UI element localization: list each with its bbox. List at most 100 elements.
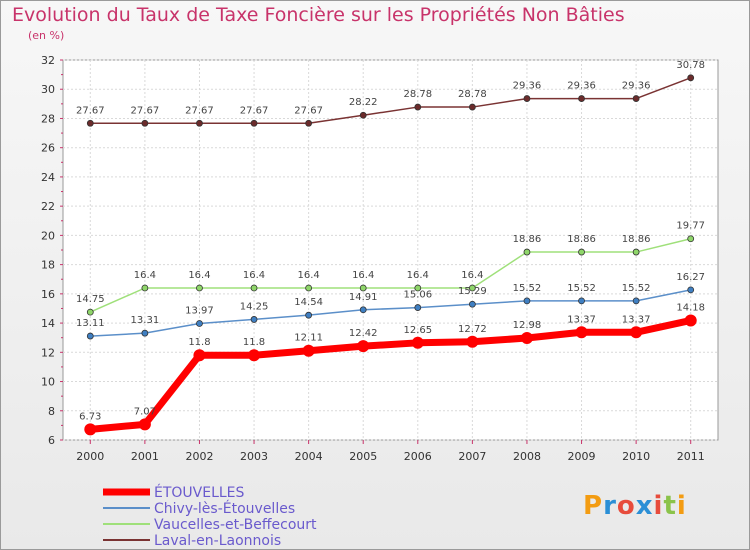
- data-label: 15.52: [513, 283, 542, 294]
- data-label: 11.8: [188, 337, 210, 348]
- data-label: 14.54: [294, 297, 323, 308]
- y-tick-label: 12: [41, 346, 55, 359]
- data-point: [359, 284, 367, 292]
- y-tick-label: 14: [41, 317, 55, 330]
- data-label: 11.8: [243, 337, 265, 348]
- data-point: [193, 349, 206, 362]
- data-label: 27.67: [131, 105, 160, 116]
- x-tick-label: 2002: [185, 450, 213, 463]
- data-point: [687, 74, 695, 82]
- data-label: 15.06: [403, 290, 432, 301]
- data-label: 16.27: [676, 272, 705, 283]
- y-tick-label: 28: [41, 112, 55, 125]
- y-tick-label: 24: [41, 171, 55, 184]
- data-label: 14.25: [240, 301, 269, 312]
- data-point: [414, 103, 422, 111]
- data-label: 16.4: [352, 270, 374, 281]
- series-line: [89, 289, 692, 337]
- x-tick-label: 2006: [404, 450, 432, 463]
- y-tick-label: 6: [48, 434, 55, 447]
- data-label: 16.4: [134, 270, 156, 281]
- data-label: 29.36: [622, 81, 651, 92]
- data-point: [138, 418, 151, 431]
- y-tick-label: 16: [41, 288, 55, 301]
- data-point: [578, 297, 585, 305]
- legend: ÉTOUVELLESChivy-lès-ÉtouvellesVaucelles-…: [103, 484, 317, 549]
- data-point: [575, 326, 588, 339]
- axes: 6 8 10 12 14 16 18 20 22 24 26 28 30 32 2000 2001 2002 20…: [41, 54, 705, 463]
- legend-label: Laval-en-Laonnois: [154, 533, 281, 549]
- data-label: 12.72: [458, 324, 487, 335]
- logo-letter: i: [653, 491, 664, 521]
- data-label: 15.29: [458, 286, 487, 297]
- y-tick-label: 32: [41, 54, 55, 67]
- data-point: [466, 335, 479, 348]
- data-label: 13.97: [185, 306, 214, 317]
- series-layer: [84, 74, 697, 436]
- data-point: [84, 423, 97, 436]
- data-label: 28.22: [349, 97, 378, 108]
- data-point: [86, 308, 94, 316]
- data-label: 16.4: [243, 270, 265, 281]
- data-point: [141, 284, 149, 292]
- logo-letter: t: [663, 491, 677, 521]
- data-point: [578, 248, 585, 256]
- y-tick-label: 20: [41, 229, 55, 242]
- data-point: [468, 300, 476, 308]
- data-point: [250, 284, 258, 292]
- data-label: 15.52: [567, 283, 596, 294]
- data-label: 27.67: [185, 105, 214, 116]
- data-label: 13.31: [131, 315, 160, 326]
- data-label: 12.65: [403, 325, 432, 336]
- data-point: [141, 329, 149, 337]
- data-label: 16.4: [407, 270, 429, 281]
- series-line: [86, 316, 695, 433]
- x-tick-label: 2010: [622, 450, 650, 463]
- data-point: [86, 332, 94, 340]
- data-label: 27.67: [76, 105, 105, 116]
- data-label: 12.11: [294, 333, 323, 344]
- data-point: [632, 248, 640, 256]
- y-tick-label: 30: [41, 83, 55, 96]
- data-label: 27.67: [240, 105, 269, 116]
- data-label: 19.77: [676, 221, 705, 232]
- data-point: [141, 119, 149, 127]
- data-point: [578, 95, 585, 102]
- y-tick-label: 18: [41, 259, 55, 272]
- data-label: 13.37: [622, 314, 651, 325]
- data-point: [523, 297, 531, 305]
- legend-label: Chivy-lès-Étouvelles: [154, 500, 295, 517]
- y-tick-label: 26: [41, 142, 55, 155]
- x-tick-label: 2003: [240, 450, 268, 463]
- data-label: 7.07: [134, 406, 156, 417]
- proxiti-logo: Proxiti: [583, 491, 687, 521]
- data-label: 29.36: [567, 81, 596, 92]
- legend-label: Vaucelles-et-Beffecourt: [154, 517, 317, 533]
- data-point: [359, 306, 367, 314]
- data-label: 28.78: [458, 89, 487, 100]
- data-point: [523, 248, 531, 256]
- chart-title: Evolution du Taux de Taxe Foncière sur l…: [12, 4, 625, 26]
- data-point: [468, 284, 476, 292]
- data-point: [305, 284, 313, 292]
- data-point: [250, 316, 258, 323]
- data-point: [523, 95, 531, 102]
- data-labels: 27.67 27.67 27.67 27.67 27.67 28.22 28.78 28.78…: [76, 60, 705, 423]
- data-point: [414, 304, 422, 311]
- data-point: [632, 95, 640, 102]
- chart-subtitle: (en %): [28, 29, 65, 42]
- y-tick-label: 22: [41, 200, 55, 213]
- data-label: 28.78: [403, 89, 432, 100]
- x-tick-label: 2000: [76, 450, 104, 463]
- series-line: [89, 237, 692, 313]
- data-point: [86, 119, 94, 127]
- data-label: 13.37: [567, 314, 596, 325]
- data-point: [196, 284, 203, 292]
- data-point: [305, 119, 313, 127]
- data-point: [302, 344, 315, 357]
- x-tick-label: 2008: [513, 450, 541, 463]
- data-point: [468, 103, 476, 111]
- series-line: [89, 77, 692, 125]
- data-point: [684, 314, 697, 327]
- x-tick-label: 2011: [677, 450, 705, 463]
